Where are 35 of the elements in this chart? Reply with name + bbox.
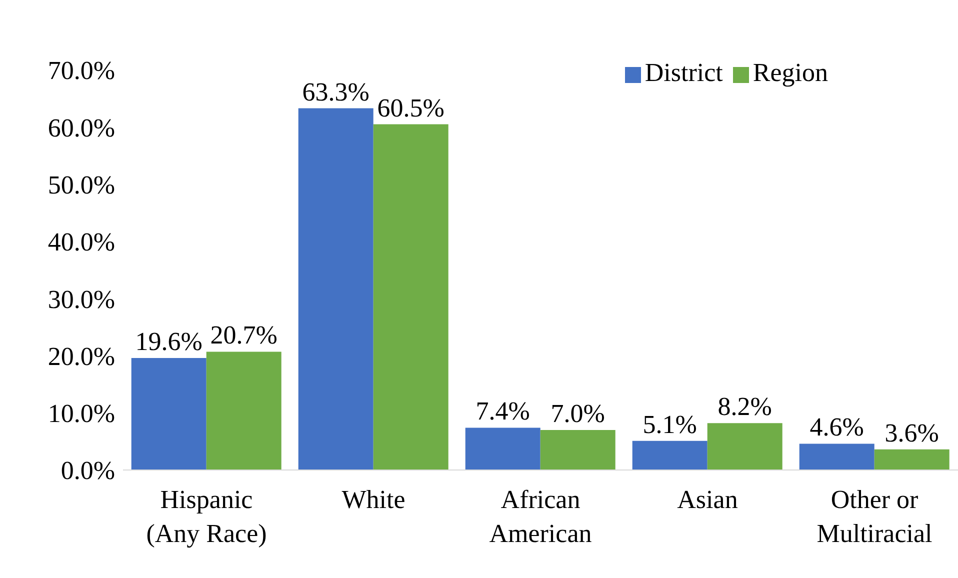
x-tick-label: White xyxy=(342,485,406,514)
bar xyxy=(707,423,782,470)
bar xyxy=(298,108,374,470)
y-tick-label: 50.0% xyxy=(48,170,115,200)
bar xyxy=(465,428,540,470)
y-tick-label: 10.0% xyxy=(48,399,115,428)
data-label: 4.6% xyxy=(810,412,864,442)
bar xyxy=(206,352,282,470)
y-tick-label: 60.0% xyxy=(48,113,115,142)
x-tick-label: African American xyxy=(489,485,592,548)
bar xyxy=(373,124,448,470)
legend-label: District xyxy=(644,58,723,87)
y-tick-label: 70.0% xyxy=(48,56,115,86)
x-tick-label: Other or Multiracial xyxy=(816,485,932,548)
bar xyxy=(874,449,950,470)
data-label: 5.1% xyxy=(642,410,697,439)
data-label: 63.3% xyxy=(302,77,370,106)
y-tick-label: 0.0% xyxy=(60,456,115,486)
data-label: 20.7% xyxy=(210,320,278,350)
data-label: 8.2% xyxy=(718,392,772,422)
bar xyxy=(540,430,616,470)
data-label: 60.5% xyxy=(377,93,444,122)
data-label: 7.4% xyxy=(476,396,530,426)
y-tick-label: 40.0% xyxy=(48,228,115,257)
bar xyxy=(799,444,874,470)
data-label: 3.6% xyxy=(884,418,939,448)
x-tick-label: Hispanic (Any Race) xyxy=(146,485,267,548)
data-label: 19.6% xyxy=(135,327,202,356)
bar xyxy=(131,358,206,470)
legend-label: Region xyxy=(752,58,828,87)
bar xyxy=(632,440,708,470)
y-tick-label: 30.0% xyxy=(48,284,115,314)
x-tick-label: Asian xyxy=(677,485,738,514)
y-tick-label: 20.0% xyxy=(48,342,115,371)
data-label: 7.0% xyxy=(550,399,605,428)
